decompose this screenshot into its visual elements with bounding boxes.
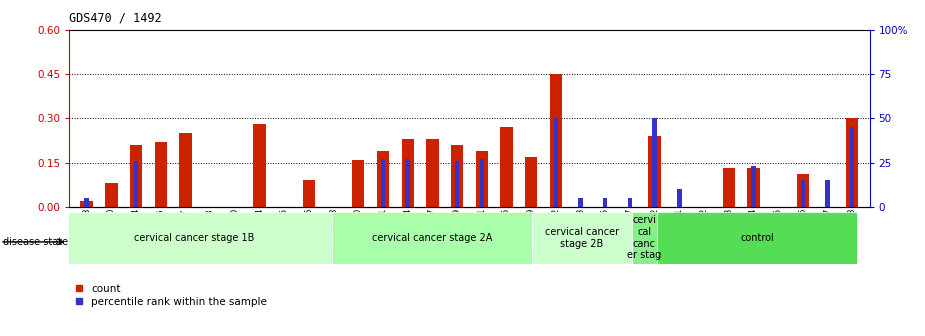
Bar: [632, 212, 657, 264]
Text: cervi
cal
canc
er stag: cervi cal canc er stag: [627, 215, 661, 260]
Bar: [154, 142, 166, 207]
Bar: [825, 180, 830, 207]
Bar: [475, 151, 488, 207]
Bar: [455, 161, 460, 207]
Bar: [479, 159, 484, 207]
Bar: [554, 119, 558, 207]
Bar: [134, 161, 138, 207]
Bar: [657, 212, 857, 264]
Bar: [130, 145, 142, 207]
Text: GDS470 / 1492: GDS470 / 1492: [69, 12, 162, 25]
Bar: [677, 189, 682, 207]
Bar: [801, 180, 805, 207]
Bar: [747, 168, 759, 207]
Text: cervical cancer stage 1B: cervical cancer stage 1B: [134, 233, 254, 243]
Bar: [549, 74, 562, 207]
Bar: [352, 160, 364, 207]
Bar: [302, 180, 315, 207]
Bar: [846, 119, 858, 207]
Bar: [381, 159, 385, 207]
Text: cervical cancer
stage 2B: cervical cancer stage 2B: [545, 227, 619, 249]
Bar: [105, 183, 117, 207]
Bar: [603, 198, 608, 207]
Bar: [722, 168, 734, 207]
Bar: [578, 198, 583, 207]
Legend: count, percentile rank within the sample: count, percentile rank within the sample: [75, 284, 267, 307]
Bar: [56, 212, 332, 264]
Bar: [525, 157, 537, 207]
Bar: [850, 127, 855, 207]
Text: disease state: disease state: [3, 237, 68, 247]
Bar: [179, 133, 191, 207]
Bar: [426, 139, 438, 207]
Bar: [532, 212, 632, 264]
Bar: [652, 119, 657, 207]
Bar: [401, 139, 413, 207]
Bar: [376, 151, 389, 207]
Text: cervical cancer stage 2A: cervical cancer stage 2A: [372, 233, 492, 243]
Bar: [84, 198, 89, 207]
Bar: [332, 212, 532, 264]
Bar: [80, 201, 92, 207]
Bar: [648, 136, 660, 207]
Bar: [405, 159, 410, 207]
Bar: [628, 198, 632, 207]
Bar: [253, 124, 265, 207]
Bar: [796, 174, 809, 207]
Text: control: control: [740, 233, 774, 243]
Bar: [500, 127, 512, 207]
Bar: [450, 145, 463, 207]
Bar: [751, 166, 756, 207]
